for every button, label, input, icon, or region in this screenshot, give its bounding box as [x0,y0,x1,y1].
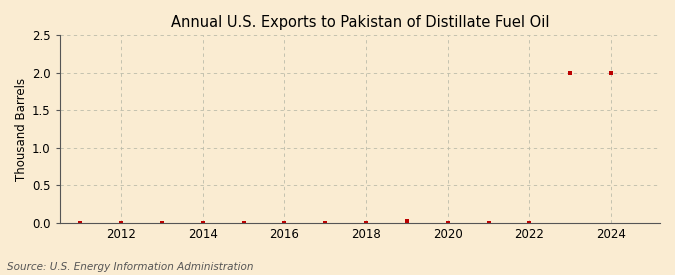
Text: Source: U.S. Energy Information Administration: Source: U.S. Energy Information Administ… [7,262,253,272]
Title: Annual U.S. Exports to Pakistan of Distillate Fuel Oil: Annual U.S. Exports to Pakistan of Disti… [171,15,549,30]
Y-axis label: Thousand Barrels: Thousand Barrels [15,78,28,181]
